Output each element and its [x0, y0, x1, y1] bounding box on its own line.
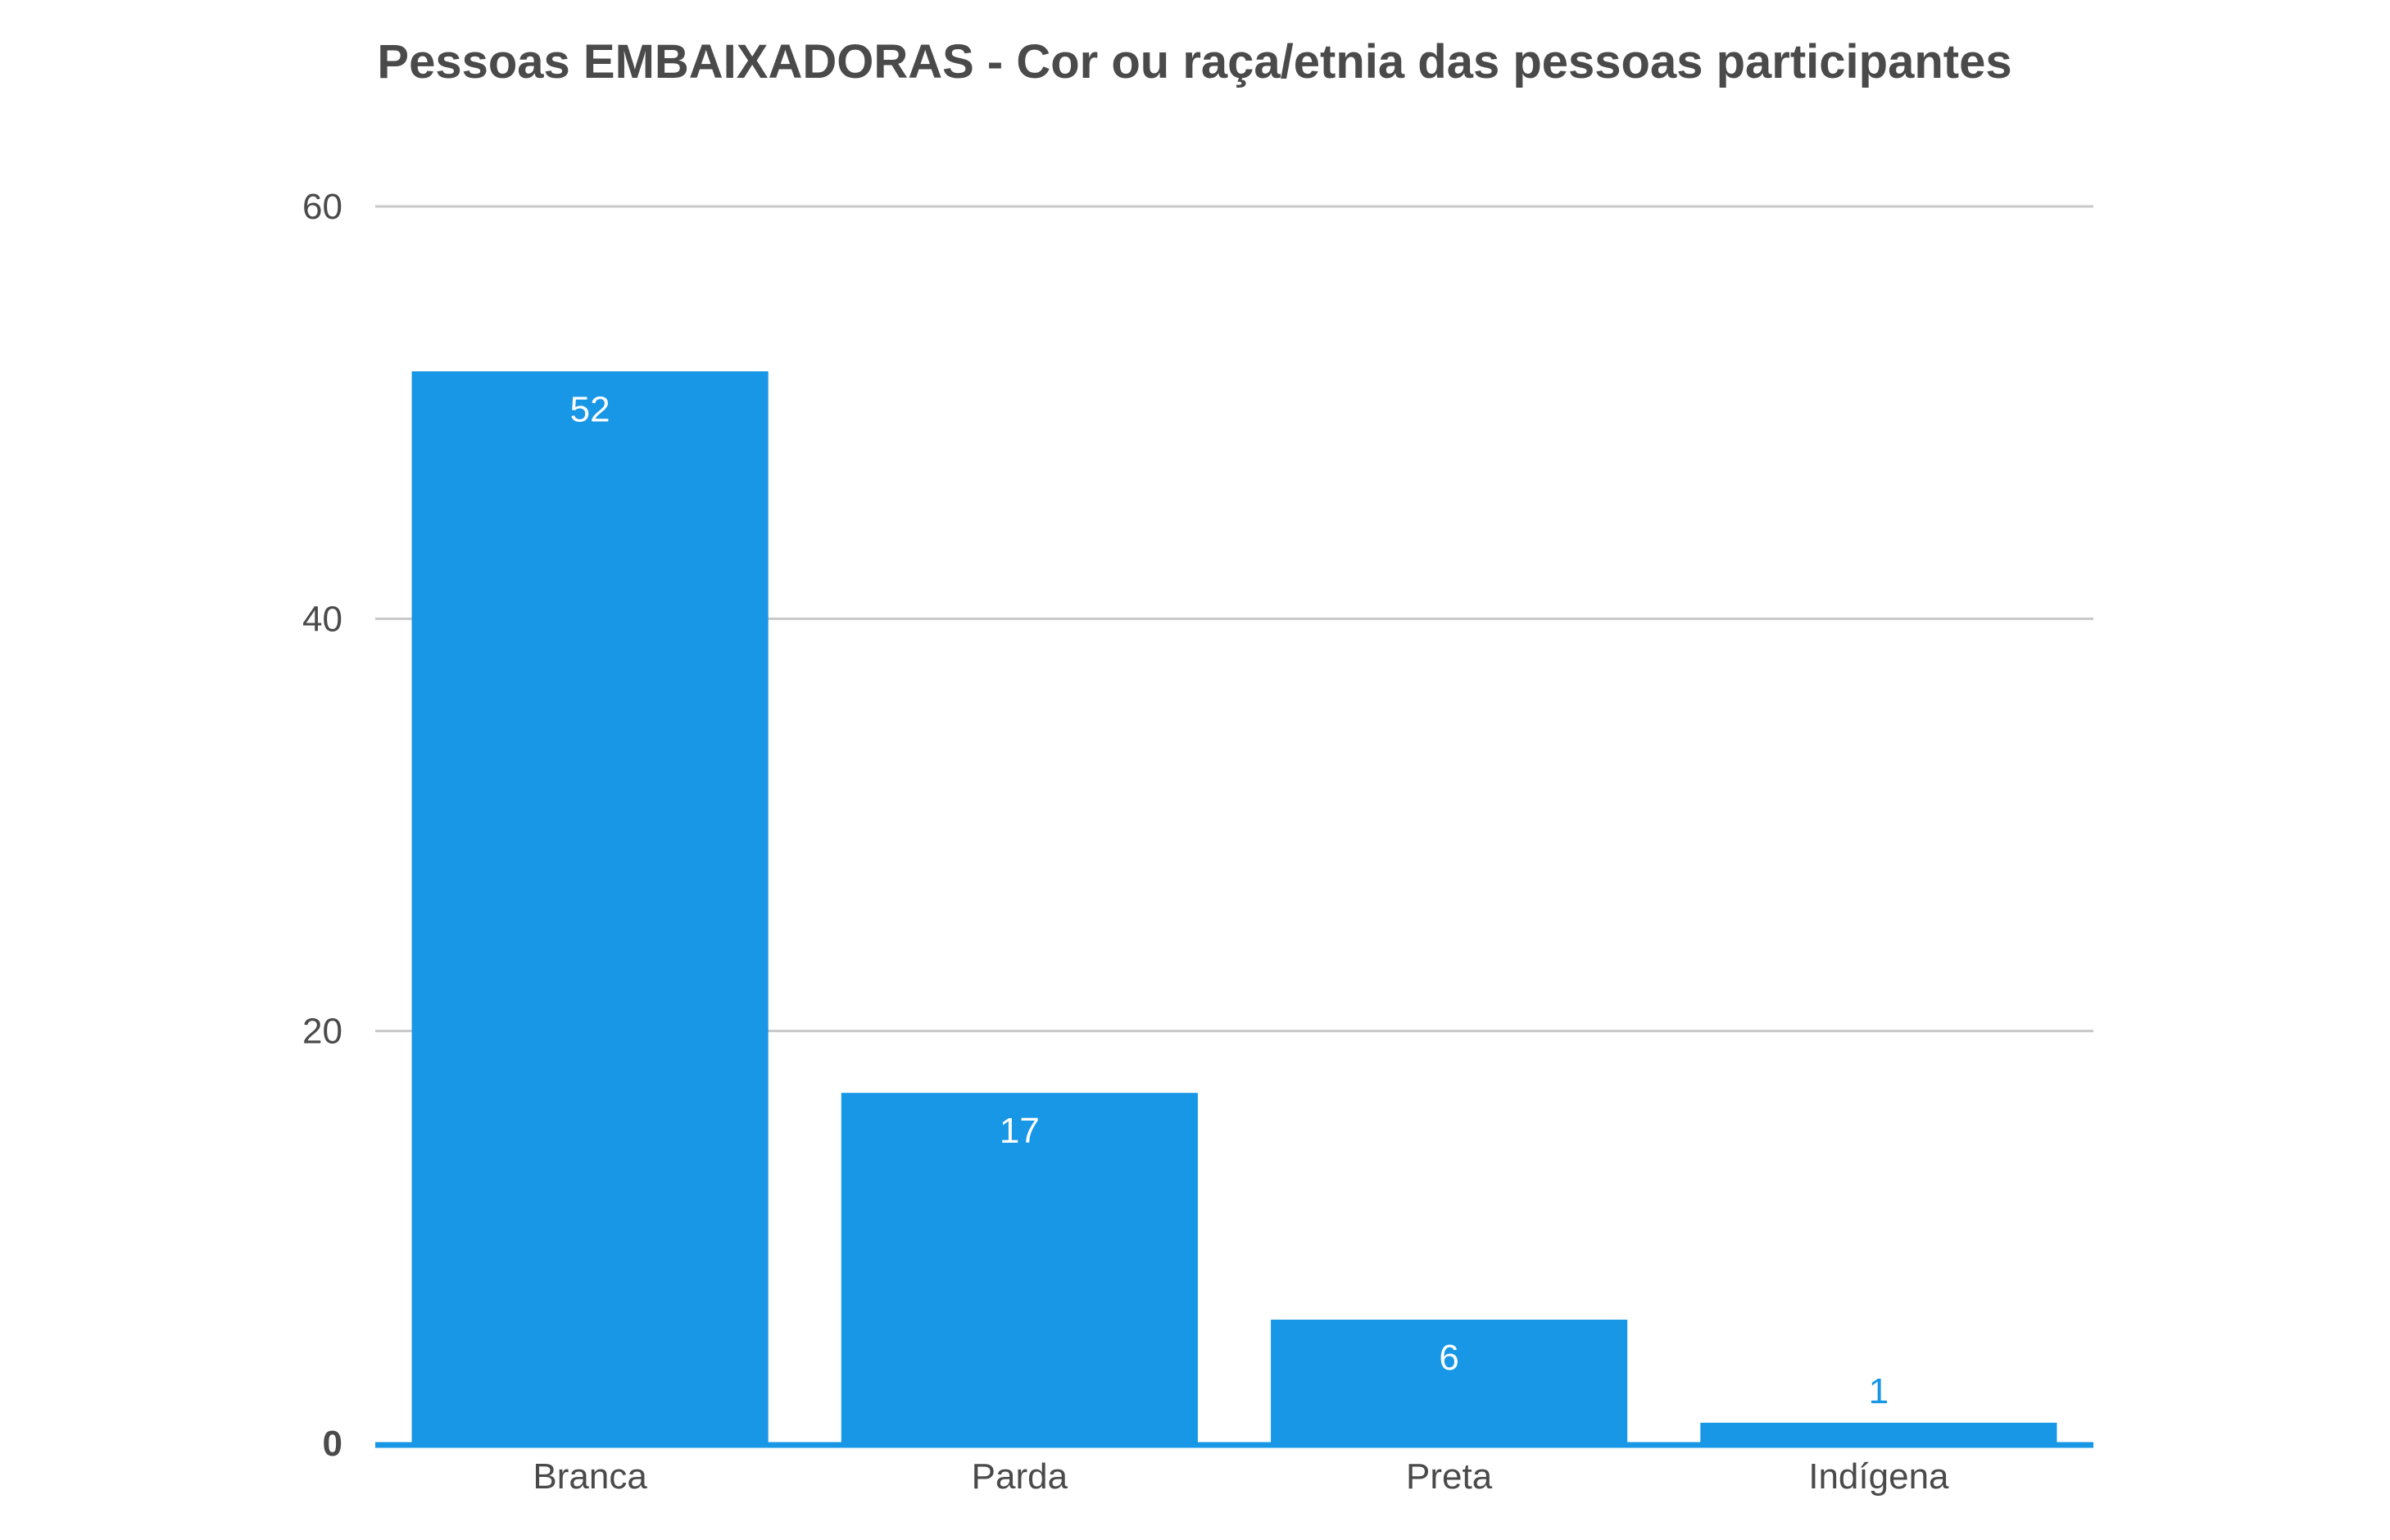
x-axis-ticks: Branca Parda Preta Indígena [375, 1442, 2093, 1497]
x-tick-label: Parda [972, 1456, 1068, 1497]
bar [1700, 1422, 2057, 1443]
bar [1271, 1320, 1628, 1443]
x-tick-label: Preta [1406, 1456, 1493, 1497]
data-label: 6 [1439, 1338, 1458, 1378]
data-label: 1 [1869, 1371, 1889, 1411]
data-label: 52 [570, 389, 610, 429]
bar [411, 371, 769, 1443]
bar [841, 1093, 1198, 1443]
chart-title: Pessoas EMBAIXADORAS - Cor ou raça/etnia… [377, 35, 2011, 88]
y-tick-label: 0 [323, 1424, 342, 1464]
y-tick-label: 60 [302, 187, 342, 227]
data-labels: 52 17 6 1 [570, 389, 1889, 1411]
y-tick-label: 40 [302, 599, 342, 639]
x-tick-label: Indígena [1808, 1456, 1949, 1497]
bars [411, 371, 2057, 1443]
x-tick-label: Branca [533, 1456, 647, 1497]
y-tick-label: 20 [302, 1012, 342, 1052]
y-axis-ticks: 0 20 40 60 [302, 187, 342, 1464]
data-label: 17 [1000, 1111, 1040, 1151]
